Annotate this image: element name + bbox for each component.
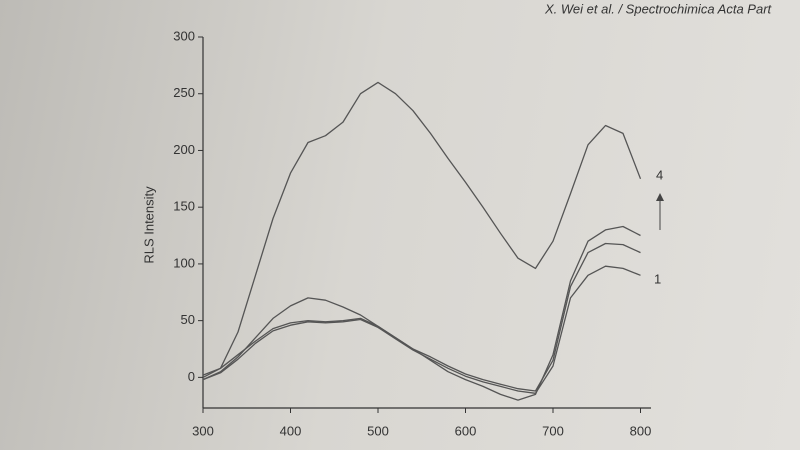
series-line — [202, 225, 641, 401]
x-tick-label: 500 — [367, 423, 389, 438]
series-line — [202, 265, 641, 394]
arrow-head — [656, 193, 664, 201]
y-tick-label: 250 — [173, 85, 195, 100]
curve-label: 1 — [654, 271, 661, 286]
y-tick-label: 300 — [173, 28, 195, 43]
curve-label: 4 — [656, 167, 663, 182]
x-tick-label: 700 — [542, 423, 564, 438]
x-tick-label: 400 — [280, 423, 302, 438]
y-tick-label: 150 — [173, 199, 195, 214]
x-tick-label: 800 — [630, 423, 652, 438]
y-tick-label: 200 — [173, 142, 195, 157]
y-tick-label: 100 — [173, 255, 195, 270]
y-tick-label: 0 — [188, 369, 195, 384]
source: X. Wei et al. / Spectrochimica Acta Part — [544, 1, 773, 16]
series-line — [202, 81, 642, 378]
y-axis-label: RLS Intensity — [141, 186, 156, 264]
x-tick-label: 300 — [192, 423, 214, 438]
x-tick-label: 600 — [455, 423, 477, 438]
series-line — [202, 242, 641, 392]
y-tick-label: 50 — [181, 312, 195, 327]
